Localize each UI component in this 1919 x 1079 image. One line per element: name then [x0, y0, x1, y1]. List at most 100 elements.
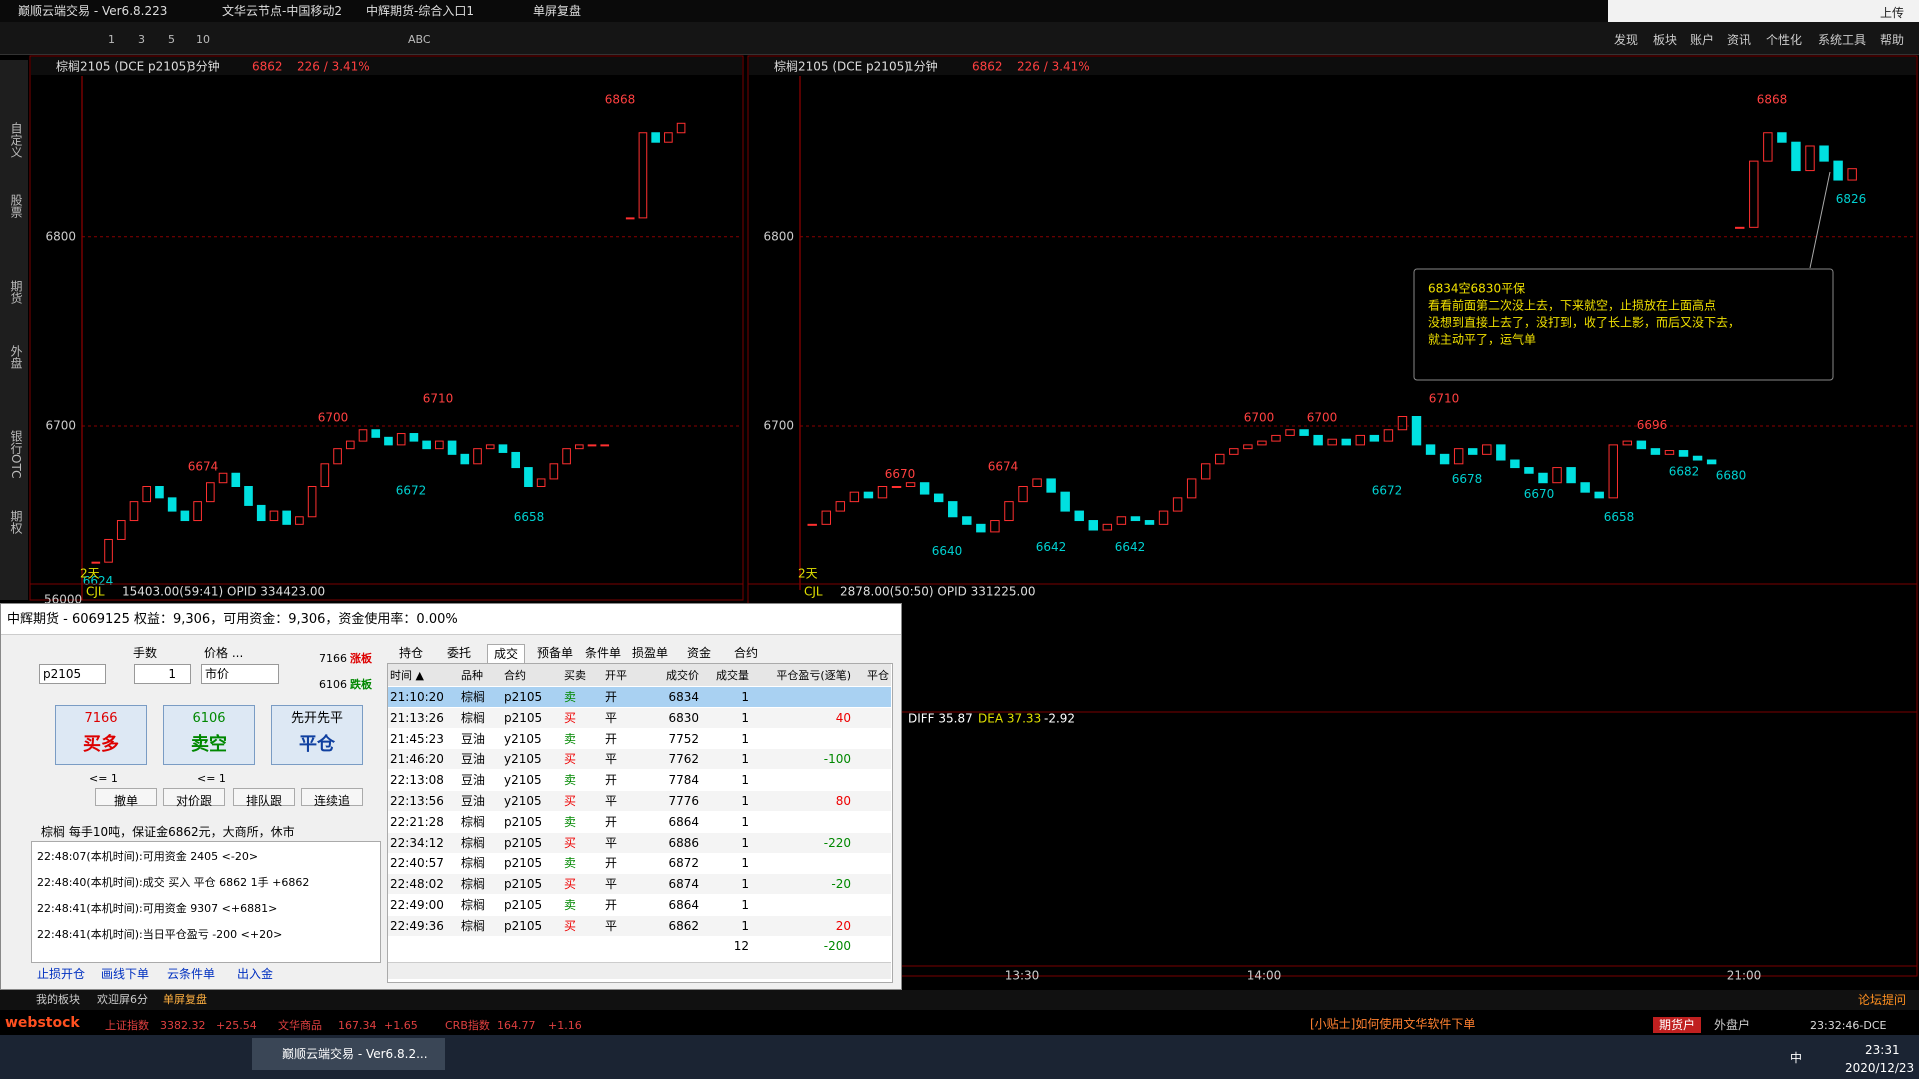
- cell: 棕榈: [461, 690, 486, 704]
- candle: [206, 482, 215, 503]
- ime: 中: [1790, 1051, 1803, 1065]
- candle: [651, 132, 660, 143]
- candle: [1706, 459, 1717, 465]
- close-button[interactable]: 先开先平 平仓: [271, 705, 363, 765]
- candle: [1833, 160, 1843, 181]
- tab[interactable]: 委托: [447, 646, 472, 660]
- low-label: 6672: [1372, 483, 1403, 497]
- candle: [193, 501, 202, 522]
- sidebar-tab[interactable]: 股票: [9, 194, 23, 218]
- task-app[interactable]: 巅顺云端交易 - Ver6.8.2...: [252, 1038, 445, 1070]
- menu-item[interactable]: 帮助: [1880, 33, 1905, 47]
- cell: 20: [835, 918, 851, 933]
- column-header: 平仓: [867, 669, 889, 682]
- sidebar-tab[interactable]: 自定义: [9, 122, 23, 158]
- tool[interactable]: 3: [138, 33, 145, 46]
- candle: [104, 538, 113, 563]
- account-tab[interactable]: 期货户: [1653, 1017, 1702, 1033]
- column-header: 合约: [504, 669, 526, 682]
- span-label: 2天: [80, 567, 100, 581]
- tip[interactable]: [小贴士]如何使用文华软件下单: [1310, 1017, 1476, 1031]
- tool[interactable]: 10: [196, 33, 210, 46]
- menu-item[interactable]: 系统工具: [1818, 33, 1867, 47]
- cell: 22:34:12: [390, 835, 444, 850]
- tab[interactable]: 资金: [687, 646, 712, 660]
- candle: [536, 478, 546, 487]
- cell: 开: [605, 856, 618, 871]
- tab[interactable]: 预备单: [537, 646, 574, 660]
- price-type[interactable]: 市价: [201, 664, 279, 684]
- symbol-input[interactable]: p2105: [39, 664, 106, 684]
- link[interactable]: 云条件单: [167, 967, 216, 981]
- link[interactable]: 止损开仓: [37, 967, 86, 981]
- row-bg: [388, 874, 891, 895]
- candle: [638, 132, 648, 219]
- bottom-tab[interactable]: 单屏复盘: [163, 993, 207, 1006]
- upload[interactable]: 上传: [1880, 6, 1905, 20]
- cell: 1: [741, 710, 749, 725]
- link[interactable]: 出入金: [237, 967, 274, 981]
- buy-button[interactable]: 7166 买多: [55, 705, 147, 765]
- qty-input[interactable]: 1: [134, 664, 191, 684]
- forum[interactable]: 论坛提问: [1858, 993, 1907, 1007]
- cell: 22:48:02: [390, 877, 444, 892]
- action-button[interactable]: 对价跟: [163, 788, 225, 808]
- cell: 40: [835, 710, 851, 725]
- candle: [807, 523, 817, 526]
- action-button[interactable]: 撤单: [95, 788, 157, 808]
- sell-button[interactable]: 6106 卖空: [163, 705, 255, 765]
- chart-frame: [747, 55, 1918, 977]
- row-bg: [388, 687, 891, 707]
- bottom-tab[interactable]: 欢迎屏6分: [97, 993, 148, 1006]
- cell: 7776: [668, 794, 699, 808]
- tab[interactable]: 持仓: [399, 646, 424, 660]
- candle: [1777, 132, 1787, 143]
- sidebar-tab[interactable]: 期货: [9, 280, 23, 304]
- link[interactable]: 画线下单: [101, 967, 150, 981]
- bottom-tab[interactable]: 我的板块: [36, 993, 80, 1006]
- date: 2020/12/23: [1845, 1061, 1915, 1075]
- cell: 平: [605, 877, 618, 892]
- candle: [1074, 510, 1084, 522]
- menu-item[interactable]: 板块: [1653, 33, 1678, 47]
- tool[interactable]: 5: [168, 33, 175, 46]
- qty-label: 手数: [133, 646, 158, 660]
- cell: 平: [605, 835, 618, 850]
- candle: [91, 561, 101, 564]
- title-bar: [0, 0, 1919, 22]
- candle: [1805, 145, 1815, 172]
- candle: [167, 497, 177, 512]
- account-tab[interactable]: 外盘户: [1714, 1018, 1751, 1032]
- candle: [1186, 478, 1197, 499]
- action-button[interactable]: 连续追: [301, 788, 363, 808]
- candle: [1243, 444, 1253, 450]
- cell: y2105: [504, 731, 542, 746]
- candle: [1102, 523, 1113, 531]
- sidebar-tab[interactable]: 银行OTC: [9, 430, 23, 479]
- cell: 1: [741, 690, 749, 704]
- low-label: 6670: [1524, 487, 1555, 501]
- sidebar-tab[interactable]: 期权: [9, 510, 23, 534]
- tab[interactable]: 合约: [734, 646, 759, 660]
- sidebar-tab[interactable]: 外盘: [9, 345, 23, 369]
- cell: 豆油: [461, 773, 486, 788]
- index-name: CRB指数: [445, 1019, 490, 1032]
- action-button[interactable]: 排队跟: [233, 788, 295, 808]
- candle: [320, 463, 330, 487]
- candle: [1257, 440, 1267, 446]
- tab[interactable]: 条件单: [585, 646, 622, 660]
- cell: 1: [741, 918, 749, 933]
- menu-item[interactable]: 个性化: [1766, 33, 1803, 47]
- candle: [1566, 467, 1576, 484]
- cell: y2105: [504, 794, 542, 808]
- menu-item[interactable]: 资讯: [1727, 33, 1752, 47]
- tool[interactable]: 1: [108, 33, 115, 46]
- menu-item[interactable]: 发现: [1614, 33, 1639, 47]
- tool[interactable]: ABC: [408, 33, 431, 46]
- tab[interactable]: 成交: [487, 644, 526, 663]
- scrollbar: [388, 962, 891, 979]
- menu-item[interactable]: 账户: [1690, 33, 1715, 47]
- candle: [485, 444, 495, 450]
- tab[interactable]: 损盈单: [632, 646, 669, 660]
- panel-header-bg: [1, 604, 901, 635]
